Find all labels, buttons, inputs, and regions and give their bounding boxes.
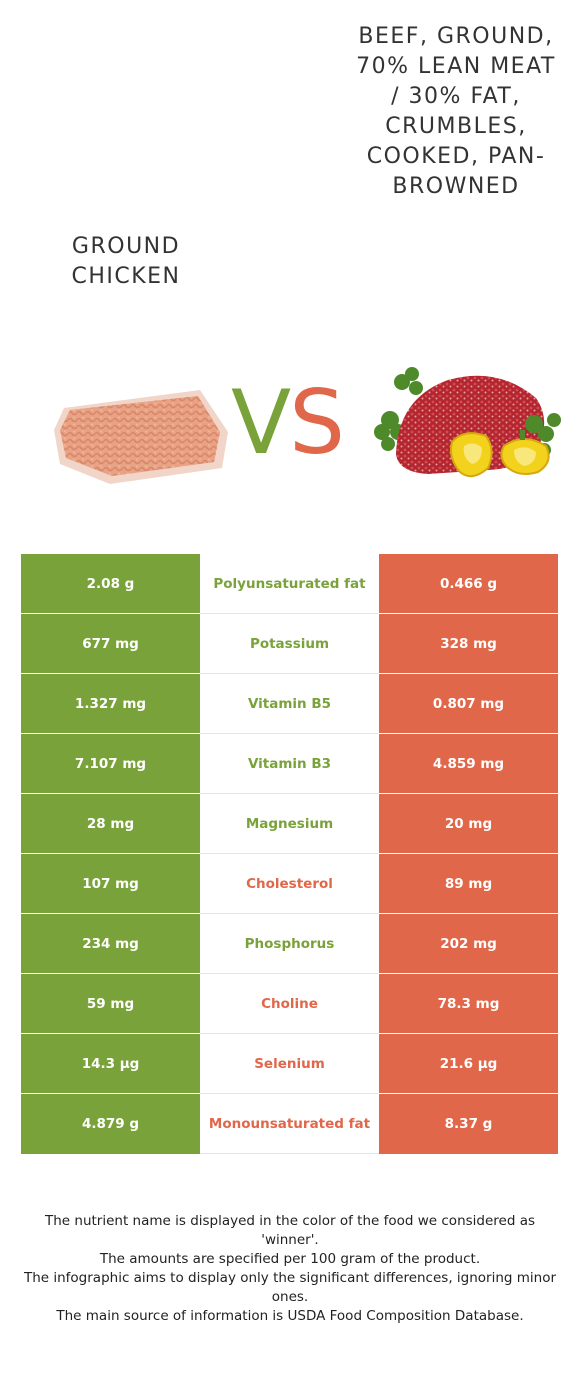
footer-line-winner: The nutrient name is displayed in the co… bbox=[44, 1213, 536, 1248]
nutrient-name-cell: Cholesterol bbox=[200, 854, 379, 914]
right-value-cell: 20 mg bbox=[379, 794, 558, 854]
right-value-cell: 89 mg bbox=[379, 854, 558, 914]
left-value-cell: 1.327 mg bbox=[21, 674, 200, 734]
left-value-cell: 677 mg bbox=[21, 614, 200, 674]
nutrient-name-cell: Selenium bbox=[200, 1034, 379, 1094]
right-value-cell: 4.859 mg bbox=[379, 734, 558, 794]
table-row: 107 mg Cholesterol 89 mg bbox=[21, 854, 558, 914]
nutrient-name-cell: Choline bbox=[200, 974, 379, 1034]
left-value-cell: 7.107 mg bbox=[21, 734, 200, 794]
left-value-cell: 4.879 g bbox=[21, 1094, 200, 1154]
right-value-cell: 78.3 mg bbox=[379, 974, 558, 1034]
left-value-cell: 234 mg bbox=[21, 914, 200, 974]
left-value-cell: 2.08 g bbox=[21, 554, 200, 614]
table-row: 2.08 g Polyunsaturated fat 0.466 g bbox=[21, 554, 558, 614]
left-value-cell: 107 mg bbox=[21, 854, 200, 914]
left-value-cell: 28 mg bbox=[21, 794, 200, 854]
nutrient-name-cell: Vitamin B5 bbox=[200, 674, 379, 734]
comparison-table: 2.08 g Polyunsaturated fat 0.466 g 677 mg Po… bbox=[21, 554, 558, 1154]
left-value-cell: 59 mg bbox=[21, 974, 200, 1034]
right-value-cell: 0.466 g bbox=[379, 554, 558, 614]
left-food-title: Ground chicken bbox=[71, 234, 181, 289]
nutrient-name-cell: Potassium bbox=[200, 614, 379, 674]
nutrient-name-cell: Polyunsaturated fat bbox=[200, 554, 379, 614]
table-row: 1.327 mg Vitamin B5 0.807 mg bbox=[21, 674, 558, 734]
vs-label: VS bbox=[230, 371, 345, 474]
footer-notes: The nutrient name is displayed in the co… bbox=[20, 1212, 560, 1326]
nutrient-name-cell: Phosphorus bbox=[200, 914, 379, 974]
left-value-cell: 14.3 µg bbox=[21, 1034, 200, 1094]
nutrient-name-cell: Monounsaturated fat bbox=[200, 1094, 379, 1154]
nutrient-name-cell: Vitamin B3 bbox=[200, 734, 379, 794]
table-row: 7.107 mg Vitamin B3 4.859 mg bbox=[21, 734, 558, 794]
ground-chicken-image bbox=[50, 360, 230, 495]
footer-line-source: The main source of information is USDA F… bbox=[56, 1308, 524, 1324]
table-row: 28 mg Magnesium 20 mg bbox=[21, 794, 558, 854]
table-row: 14.3 µg Selenium 21.6 µg bbox=[21, 1034, 558, 1094]
table-row: 59 mg Choline 78.3 mg bbox=[21, 974, 558, 1034]
nutrient-name-cell: Magnesium bbox=[200, 794, 379, 854]
footer-line-aims: The infographic aims to display only the… bbox=[23, 1270, 557, 1305]
table-row: 234 mg Phosphorus 202 mg bbox=[21, 914, 558, 974]
table-row: 4.879 g Monounsaturated fat 8.37 g bbox=[21, 1094, 558, 1154]
right-value-cell: 8.37 g bbox=[379, 1094, 558, 1154]
right-value-cell: 21.6 µg bbox=[379, 1034, 558, 1094]
footer-line-amounts: The amounts are specified per 100 gram o… bbox=[99, 1251, 481, 1267]
right-value-cell: 0.807 mg bbox=[379, 674, 558, 734]
right-food-title: Beef, ground, 70% lean meat / 30% fat, c… bbox=[356, 24, 556, 199]
right-value-cell: 328 mg bbox=[379, 614, 558, 674]
ground-beef-image bbox=[368, 358, 563, 493]
right-value-cell: 202 mg bbox=[379, 914, 558, 974]
table-row: 677 mg Potassium 328 mg bbox=[21, 614, 558, 674]
